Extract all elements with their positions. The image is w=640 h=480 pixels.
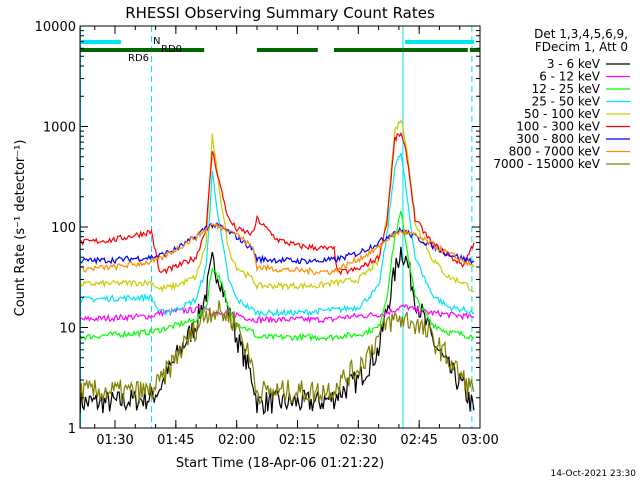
y-tick-label: 1000 (43, 121, 76, 136)
footer-date: 14-Oct-2021 23:30 (551, 469, 637, 479)
legend-label: 3 - 6 keV (547, 57, 601, 71)
series-line-4 (80, 119, 475, 293)
series-line-6 (80, 222, 475, 266)
chart-title: RHESSI Observing Summary Count Rates (125, 4, 435, 22)
y-axis-label: Count Rate (s⁻¹ detector⁻¹) (13, 140, 28, 317)
y-axis: 1 10 100 1000 10000 (35, 20, 480, 437)
legend-header-line: Det 1,3,4,5,6,9, (534, 27, 628, 41)
legend-label: 6 - 12 keV (539, 70, 601, 84)
y-tick-label: 10000 (35, 20, 76, 35)
legend-label: 7000 - 15000 keV (493, 157, 600, 171)
flag-label-rd6: RD6 (128, 53, 149, 64)
legend-label: 12 - 25 keV (532, 82, 601, 96)
x-tick-label: 02:00 (218, 433, 255, 448)
series-layer (80, 119, 475, 416)
x-axis: 01:30 01:45 02:00 02:15 02:30 02:45 03:00 (94, 26, 499, 448)
x-tick-label: 01:45 (157, 433, 194, 448)
series-line-1 (80, 303, 475, 325)
x-tick-label: 03:00 (461, 433, 498, 448)
series-line-5 (80, 131, 475, 276)
series-line-3 (80, 152, 475, 318)
series-line-7 (80, 222, 475, 276)
legend-label: 800 - 7000 keV (509, 145, 601, 159)
x-tick-label: 02:30 (340, 433, 377, 448)
legend-label: 50 - 100 keV (524, 107, 601, 121)
x-axis-label: Start Time (18-Apr-06 01:21:22) (176, 456, 384, 471)
x-tick-label: 01:30 (96, 433, 133, 448)
legend-label: 300 - 800 keV (516, 132, 600, 146)
x-tick-label: 02:45 (400, 433, 437, 448)
x-tick-label: 02:15 (279, 433, 316, 448)
series-line-0 (80, 246, 475, 416)
legend-label: 25 - 50 keV (532, 95, 601, 109)
flag-label-rd0: RD0 (161, 44, 182, 55)
y-tick-label: 10 (59, 322, 76, 337)
y-tick-label: 1 (68, 422, 76, 437)
flag-label-n: N (153, 36, 160, 47)
series-line-8 (80, 300, 475, 405)
legend-header: Det 1,3,4,5,6,9,FDecim 1, Att 0 (534, 27, 628, 54)
y-tick-label: 100 (51, 221, 76, 236)
legend-header-line: FDecim 1, Att 0 (535, 40, 628, 54)
series-line-2 (80, 210, 475, 343)
legend-label: 100 - 300 keV (516, 120, 600, 134)
